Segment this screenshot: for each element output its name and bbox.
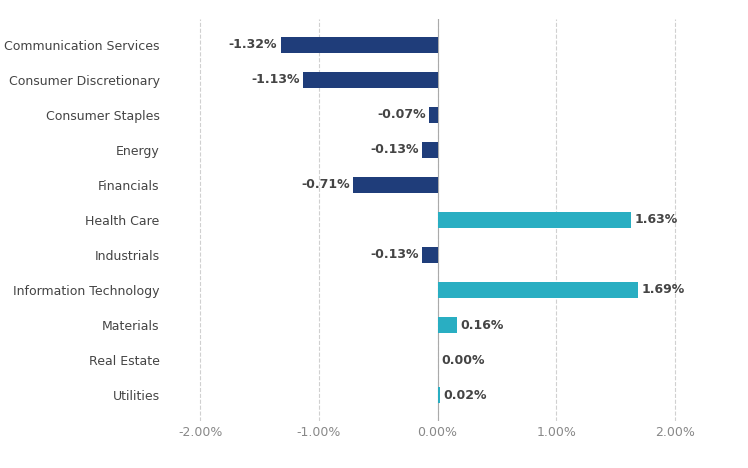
Bar — [429, 107, 438, 123]
Text: -0.71%: -0.71% — [301, 178, 350, 191]
Text: -0.07%: -0.07% — [377, 109, 426, 121]
Text: -1.32%: -1.32% — [229, 38, 278, 51]
Bar — [353, 177, 438, 193]
Bar — [281, 37, 438, 53]
Text: -0.13%: -0.13% — [370, 143, 419, 156]
Bar — [422, 247, 438, 263]
Bar — [438, 282, 638, 298]
Text: -1.13%: -1.13% — [251, 73, 300, 87]
Bar — [438, 212, 631, 228]
Text: -0.13%: -0.13% — [370, 249, 419, 262]
Text: 0.00%: 0.00% — [441, 353, 485, 366]
Bar — [438, 387, 440, 403]
Text: 0.02%: 0.02% — [444, 388, 487, 402]
Bar — [422, 142, 438, 158]
Text: 1.63%: 1.63% — [634, 213, 678, 227]
Bar — [304, 72, 438, 88]
Bar — [438, 317, 456, 333]
Text: 1.69%: 1.69% — [642, 284, 685, 297]
Text: 0.16%: 0.16% — [460, 319, 503, 331]
